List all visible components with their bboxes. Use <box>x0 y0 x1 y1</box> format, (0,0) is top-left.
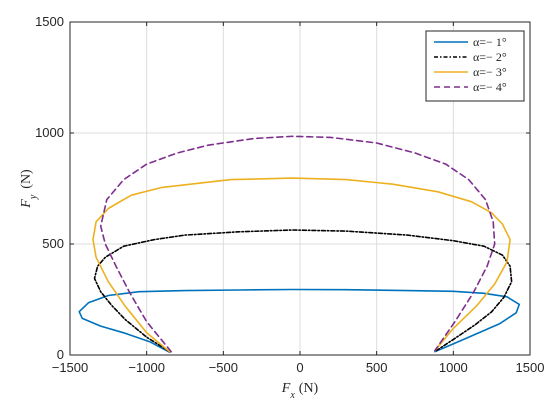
x-tick-label: 0 <box>296 360 303 375</box>
y-tick-label: 1500 <box>35 14 64 29</box>
y-axis-label-unit: (N) <box>19 169 34 189</box>
plot-area <box>78 135 521 354</box>
y-axis-label-subscript: y <box>28 194 39 200</box>
legend-label: α=− 3° <box>473 65 507 79</box>
x-axis-label-unit: (N) <box>299 381 319 396</box>
x-tick-label: 1500 <box>516 360 545 375</box>
x-tick-label: 1000 <box>439 360 468 375</box>
y-tick-label: 500 <box>42 236 64 251</box>
y-tick-label: 0 <box>57 347 64 362</box>
x-axis-label: Fx (N) <box>281 381 319 401</box>
x-axis-label-symbol: F <box>281 381 291 396</box>
y-tick-label: 1000 <box>35 125 64 140</box>
series-line-1 <box>78 288 521 354</box>
x-tick-label: 500 <box>366 360 388 375</box>
y-axis-label: Fy (N) <box>19 169 39 209</box>
legend: α=− 1°α=− 2°α=− 3°α=− 4° <box>425 30 525 102</box>
series-line-2 <box>93 229 513 353</box>
legend-label: α=− 2° <box>473 50 507 64</box>
x-tick-label: −1500 <box>52 360 89 375</box>
x-tick-label: −1000 <box>128 360 165 375</box>
legend-label: α=− 4° <box>473 80 507 94</box>
series-line-4 <box>99 135 496 353</box>
x-axis-label-subscript: x <box>289 390 295 401</box>
x-tick-label: −500 <box>209 360 238 375</box>
y-axis-label-symbol: F <box>19 199 34 209</box>
axis-ticks: −1500 −1000 −500 0 500 1000 1500 0 500 1000 1500 <box>35 14 544 375</box>
series-line-3 <box>92 177 511 353</box>
legend-label: α=− 1° <box>473 35 507 49</box>
